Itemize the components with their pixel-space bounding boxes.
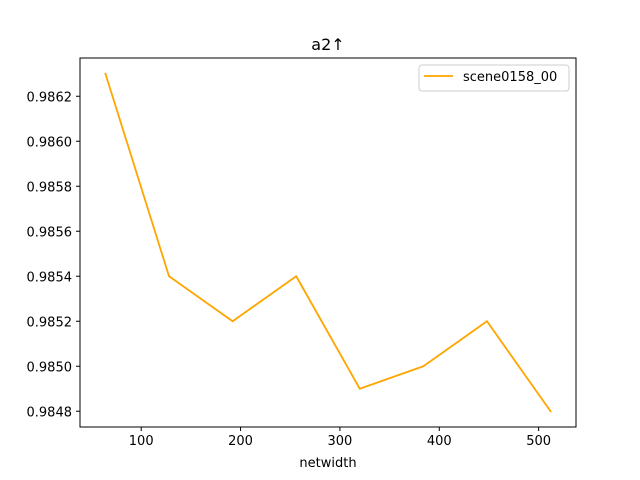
y-tick-label: 0.9850 [27,360,73,375]
y-tick-label: 0.9858 [27,180,73,195]
series-layer [104,72,552,413]
y-tick-label: 0.9848 [27,405,73,420]
legend-box [418,64,570,92]
legend-label: scene0158_00 [463,70,557,85]
x-tick-label: 500 [526,434,551,449]
data-point [168,275,170,278]
y-tick-label: 0.9862 [27,90,73,105]
x-tick-label: 300 [328,434,353,449]
data-point [295,275,298,278]
y-tick-label: 0.9856 [27,225,73,240]
data-point [358,387,361,390]
data-point [549,410,552,413]
plot-frame [79,57,577,428]
data-point [486,320,488,323]
x-axis-label: netwidth [299,456,356,471]
x-tick-label: 400 [427,434,452,449]
series-line [104,72,552,413]
x-tick-label: 200 [228,434,253,449]
y-tick-label: 0.9860 [27,135,73,150]
chart-title: a2↑ [311,35,344,54]
data-point [104,72,107,75]
y-tick-label: 0.9854 [27,270,73,285]
axis-ticks: 100 200 300 400 500 0.9848 0.9850 0.9852 0.9854 0… [27,90,552,449]
data-point [231,320,234,323]
data-point [422,365,425,368]
legend: scene0158_00 [418,64,570,92]
y-tick-label: 0.9852 [27,315,73,330]
x-tick-label: 100 [129,434,154,449]
